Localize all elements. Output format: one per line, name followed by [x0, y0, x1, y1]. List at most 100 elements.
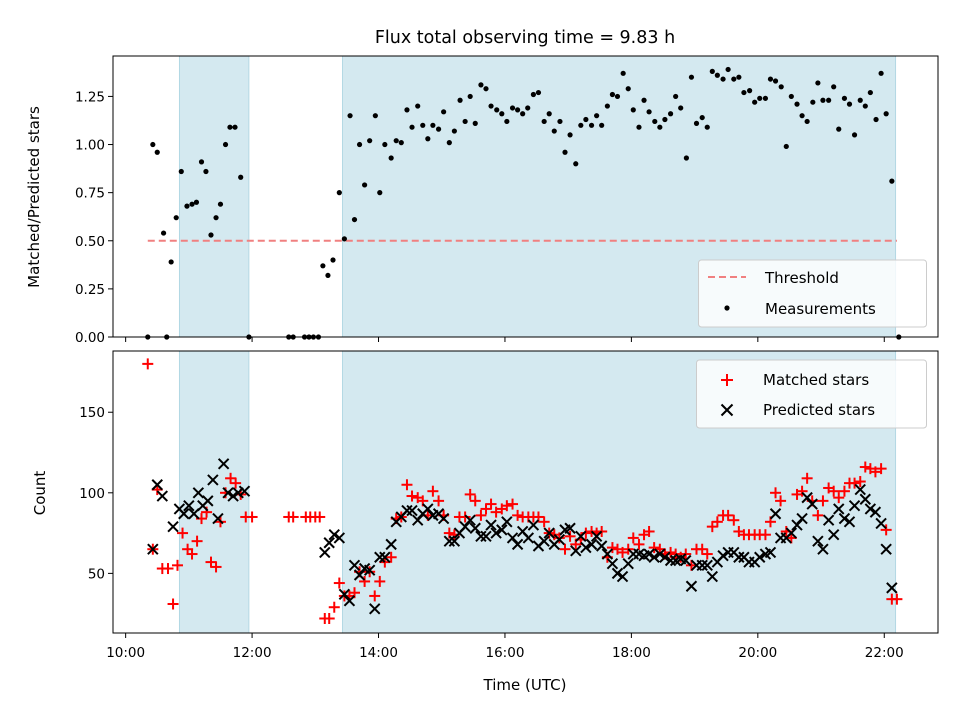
measurement-point — [620, 70, 626, 76]
predicted-star-point — [796, 512, 808, 525]
matched-star-point — [796, 485, 808, 497]
measurement-point — [778, 84, 784, 90]
predicted-star-point — [238, 485, 251, 497]
predicted-star-point — [769, 508, 782, 520]
measurement-point — [514, 107, 521, 113]
measurement-point — [683, 155, 689, 161]
predicted-star-point — [406, 504, 418, 517]
threshold-legend-label: Threshold — [764, 269, 839, 287]
matched-legend-swatch — [721, 374, 733, 386]
predicted-star-point — [701, 559, 713, 572]
measurement-point — [420, 122, 426, 128]
measurement-point — [794, 101, 800, 107]
measurement-point — [820, 97, 826, 103]
predicted-star-point — [401, 504, 413, 517]
measurement-point — [184, 203, 190, 209]
matched-star-point — [333, 577, 345, 589]
matched-star-point — [838, 485, 850, 497]
predicted-star-point — [369, 603, 381, 615]
predicted-star-point — [464, 514, 476, 526]
measurement-point — [173, 215, 179, 221]
predicted-star-point — [817, 543, 829, 555]
measurement-point — [836, 126, 842, 132]
measurement-point — [356, 141, 363, 148]
x-tick-label: 20:00 — [738, 645, 777, 661]
count-legend-box — [696, 359, 927, 429]
matched-star-point — [696, 543, 708, 555]
predicted-star-point — [886, 582, 898, 594]
measurement-point — [467, 93, 473, 100]
predicted-star-point — [469, 522, 481, 534]
matched-star-point — [770, 487, 782, 499]
matched-star-point — [801, 472, 813, 484]
matched-star-point — [162, 563, 174, 575]
measurement-point — [551, 128, 557, 134]
measurement-point — [217, 201, 224, 207]
predicted-star-point — [601, 548, 614, 560]
predicted-star-point — [590, 530, 603, 543]
predicted-star-point — [785, 527, 798, 539]
measurement-point — [567, 132, 573, 138]
predicted-star-point — [501, 516, 513, 528]
predicted-star-point — [869, 506, 882, 518]
y-tick-label: 0.25 — [75, 282, 105, 298]
matched-star-point — [480, 503, 492, 515]
count-legend: Matched stars Predicted stars — [696, 359, 927, 429]
matched-star-point — [369, 590, 381, 602]
measurement-point — [826, 97, 832, 103]
measurement-point — [788, 93, 794, 100]
predicted-star-point — [178, 508, 190, 520]
matched-star-point — [538, 516, 550, 528]
measurement-point — [573, 161, 579, 167]
y-tick-label: 100 — [79, 486, 105, 502]
matched-star-point — [323, 612, 335, 624]
matched-star-point — [374, 575, 386, 587]
observing-span — [178, 55, 250, 338]
measurement-point — [810, 99, 816, 105]
predicted-star-point — [437, 512, 450, 525]
measurement-point — [494, 107, 500, 113]
predicted-star-point — [854, 483, 866, 496]
measurement-point — [673, 93, 679, 100]
measurement-point — [351, 216, 358, 223]
x-tick-label: 22:00 — [865, 645, 904, 661]
y-tick-label: 50 — [88, 566, 105, 582]
measurement-point — [783, 143, 789, 150]
measurement-point — [341, 236, 347, 242]
predicted-star-point — [685, 580, 698, 592]
measurement-point — [657, 124, 663, 130]
predicted-star-point — [706, 570, 719, 583]
measurement-point — [747, 88, 753, 94]
predicted-star-point — [664, 554, 677, 567]
measurement-point — [652, 118, 658, 125]
measurement-point — [762, 95, 769, 101]
predicted-star-point — [754, 551, 766, 563]
predicted-star-point — [480, 530, 492, 543]
measurement-point — [330, 257, 336, 263]
measurement-point — [846, 101, 853, 107]
measurement-point — [604, 103, 610, 109]
measurement-point — [168, 259, 174, 265]
measurement-point — [404, 107, 410, 113]
matched-star-point — [246, 511, 258, 523]
predicted-star-point — [511, 538, 524, 551]
measurement-point — [525, 105, 531, 111]
predicted-legend-swatch — [720, 403, 734, 417]
measurement-point — [720, 76, 726, 82]
ratio-legend: Threshold Measurements — [698, 259, 927, 328]
measurement-point — [520, 111, 526, 117]
measurement-point — [662, 116, 668, 123]
measurement-point — [222, 141, 229, 148]
predicted-star-point — [328, 528, 340, 541]
predicted-star-point — [319, 546, 331, 559]
measurement-point — [578, 122, 584, 128]
matched-star-point — [171, 559, 183, 571]
matched-star-point — [385, 551, 397, 563]
measurement-point — [752, 99, 758, 105]
matched-star-point — [828, 485, 840, 497]
predicted-star-point — [151, 479, 163, 491]
predicted-star-point — [167, 520, 179, 533]
predicted-star-point — [843, 516, 856, 528]
matched-star-point — [464, 488, 476, 500]
